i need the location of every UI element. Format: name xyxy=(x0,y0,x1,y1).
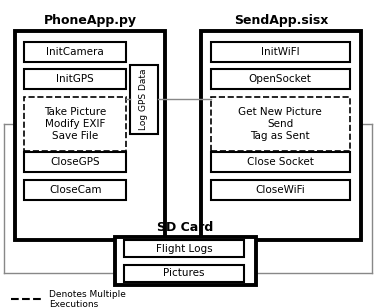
Text: Pictures: Pictures xyxy=(164,268,205,278)
Text: SendApp.sisx: SendApp.sisx xyxy=(234,14,328,27)
Text: PhoneApp.py: PhoneApp.py xyxy=(44,14,137,27)
FancyBboxPatch shape xyxy=(115,237,256,285)
FancyBboxPatch shape xyxy=(211,42,350,62)
Text: CloseWiFi: CloseWiFi xyxy=(255,185,305,195)
FancyBboxPatch shape xyxy=(24,180,126,200)
FancyBboxPatch shape xyxy=(130,65,158,134)
FancyBboxPatch shape xyxy=(211,152,350,172)
FancyBboxPatch shape xyxy=(124,265,244,282)
Text: CloseCam: CloseCam xyxy=(49,185,102,195)
FancyBboxPatch shape xyxy=(24,42,126,62)
Text: SD Card: SD Card xyxy=(157,221,213,234)
Text: Log GPS Data: Log GPS Data xyxy=(139,69,148,130)
FancyBboxPatch shape xyxy=(24,69,126,89)
FancyBboxPatch shape xyxy=(124,240,244,257)
FancyBboxPatch shape xyxy=(24,97,126,151)
Text: Close Socket: Close Socket xyxy=(247,157,314,168)
Text: InitWiFI: InitWiFI xyxy=(261,47,299,57)
FancyBboxPatch shape xyxy=(211,69,350,89)
FancyBboxPatch shape xyxy=(24,152,126,172)
Text: InitCamera: InitCamera xyxy=(46,47,104,57)
Text: Take Picture
Modify EXIF
Save File: Take Picture Modify EXIF Save File xyxy=(44,107,106,140)
Text: OpenSocket: OpenSocket xyxy=(249,74,312,84)
Text: Flight Logs: Flight Logs xyxy=(156,244,212,254)
FancyBboxPatch shape xyxy=(211,180,350,200)
FancyBboxPatch shape xyxy=(15,31,165,240)
Text: CloseGPS: CloseGPS xyxy=(50,157,100,168)
FancyBboxPatch shape xyxy=(211,97,350,151)
FancyBboxPatch shape xyxy=(201,31,361,240)
Text: InitGPS: InitGPS xyxy=(56,74,94,84)
Text: Get New Picture
Send
Tag as Sent: Get New Picture Send Tag as Sent xyxy=(238,107,322,140)
Text: Denotes Multiple
Executions: Denotes Multiple Executions xyxy=(49,290,126,308)
